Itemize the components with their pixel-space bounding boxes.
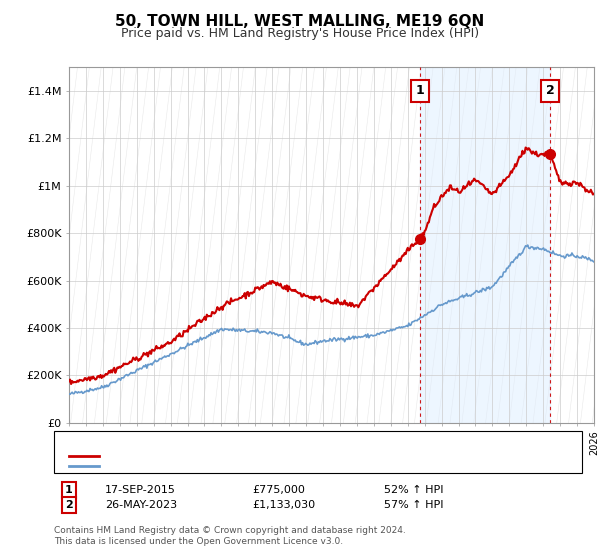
Text: 2: 2 xyxy=(545,85,554,97)
Bar xyxy=(420,67,550,423)
Text: £1,133,030: £1,133,030 xyxy=(252,500,315,510)
Text: 1: 1 xyxy=(416,85,424,97)
Text: 17-SEP-2015: 17-SEP-2015 xyxy=(105,485,176,495)
Text: 50, TOWN HILL, WEST MALLING, ME19 6QN: 50, TOWN HILL, WEST MALLING, ME19 6QN xyxy=(115,14,485,29)
Text: HPI: Average price, detached house, Tonbridge and Malling: HPI: Average price, detached house, Tonb… xyxy=(103,461,433,472)
Text: 52% ↑ HPI: 52% ↑ HPI xyxy=(384,485,443,495)
Text: £775,000: £775,000 xyxy=(252,485,305,495)
Text: 50, TOWN HILL, WEST MALLING, ME19 6QN (detached house): 50, TOWN HILL, WEST MALLING, ME19 6QN (d… xyxy=(103,451,446,461)
Text: 1: 1 xyxy=(65,485,73,495)
Text: Contains HM Land Registry data © Crown copyright and database right 2024.
This d: Contains HM Land Registry data © Crown c… xyxy=(54,526,406,546)
Text: 26-MAY-2023: 26-MAY-2023 xyxy=(105,500,177,510)
Text: Price paid vs. HM Land Registry's House Price Index (HPI): Price paid vs. HM Land Registry's House … xyxy=(121,27,479,40)
Text: 2: 2 xyxy=(65,500,73,510)
Text: 57% ↑ HPI: 57% ↑ HPI xyxy=(384,500,443,510)
